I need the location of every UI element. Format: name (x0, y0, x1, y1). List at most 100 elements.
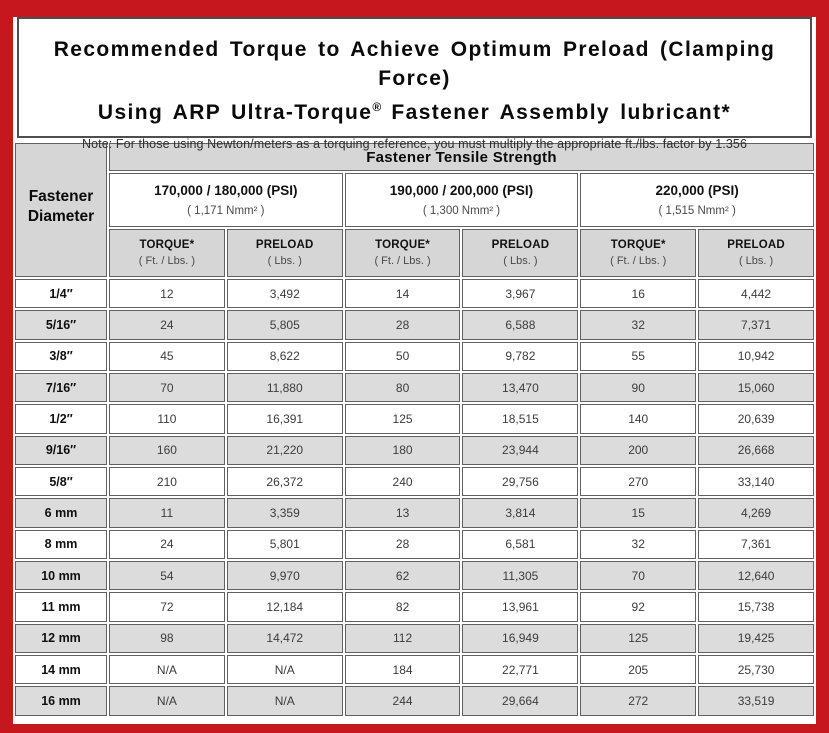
torque-value-cell: 200 (580, 435, 697, 466)
torque-value-cell: 70 (109, 373, 225, 403)
torque-value-cell: 272 (580, 686, 697, 716)
preload-unit: ( Lbs. ) (738, 255, 774, 267)
fastener-diameter-cell: 11 mm (15, 592, 107, 622)
preload-value-cell: 13,961 (462, 592, 579, 622)
torque-value-cell: 32 (580, 310, 697, 340)
torque-value-cell: 70 (580, 561, 697, 591)
preload-value-cell: 11,305 (462, 561, 579, 591)
torque-value-cell: 50 (344, 341, 461, 372)
preload-unit: ( Lbs. ) (503, 255, 538, 267)
fastener-diameter-cell: 5/16″ (15, 310, 107, 340)
preload-value-cell: 13,470 (462, 373, 579, 403)
fastener-diameter-header-line1: Fastener (28, 187, 94, 205)
title-line2-post: Fastener Assembly lubricant* (381, 101, 732, 124)
preload-value-cell: 9,782 (462, 341, 579, 372)
torque-value-cell: 90 (580, 373, 697, 403)
title-box: Recommended Torque to Achieve Optimum Pr… (17, 17, 812, 151)
tensile-strength-header: Fastener Tensile Strength (109, 143, 814, 171)
psi-group-header-row: 170,000 / 180,000 (PSI) ( 1,171 Nmm² ) 1… (15, 173, 814, 227)
table-row: 11 mm 72 12,184 82 13,961 92 15,738 (15, 592, 814, 622)
fastener-diameter-header: Fastener Diameter (15, 143, 107, 277)
torque-value-cell: 55 (580, 341, 697, 372)
fastener-diameter-cell: 10 mm (15, 561, 107, 591)
torque-value-cell: 160 (109, 435, 225, 466)
preload-value-cell: 29,756 (462, 467, 579, 497)
table-row: 10 mm 54 9,970 62 11,305 70 12,640 (15, 561, 814, 591)
torque-value-cell: 140 (580, 404, 697, 434)
fastener-diameter-cell: 1/2″ (15, 404, 107, 434)
preload-value-cell: 11,880 (226, 373, 343, 403)
preload-value-cell: 4,442 (698, 279, 814, 309)
table-row: 12 mm 98 14,472 112 16,949 125 19,425 (15, 623, 814, 654)
preload-column-header: PRELOAD ( Lbs. ) (462, 229, 579, 277)
torque-value-cell: 13 (344, 498, 461, 528)
torque-value-cell: 98 (109, 623, 225, 654)
preload-value-cell: 26,668 (698, 435, 814, 466)
torque-value-cell: 28 (344, 529, 461, 560)
preload-value-cell: 5,805 (226, 310, 343, 340)
torque-value-cell: 112 (344, 623, 461, 654)
preload-value-cell: 3,967 (462, 279, 579, 309)
torque-value-cell: 92 (580, 592, 697, 622)
preload-value-cell: 4,269 (698, 498, 814, 528)
torque-value-cell: 205 (580, 655, 697, 685)
strength-group-190-200: 190,000 / 200,000 (PSI) ( 1,300 Nmm² ) (344, 173, 579, 227)
table-body: 1/4″ 12 3,492 14 3,967 16 4,442 5/16″ 24 5,805 28 6… (15, 279, 814, 716)
preload-value-cell: 33,519 (698, 686, 814, 716)
preload-column-header: PRELOAD ( Lbs. ) (226, 229, 343, 277)
content-area: Recommended Torque to Achieve Optimum Pr… (13, 17, 816, 724)
table-row: 8 mm 24 5,801 28 6,581 32 7,361 (15, 529, 814, 560)
preload-value-cell: 21,220 (226, 435, 343, 466)
torque-value-cell: N/A (109, 655, 225, 685)
torque-value-cell: 28 (344, 310, 461, 340)
table-row: 6 mm 11 3,359 13 3,814 15 4,269 (15, 498, 814, 528)
torque-value-cell: 11 (109, 498, 225, 528)
table-row: 5/8″ 210 26,372 240 29,756 270 33,140 (15, 467, 814, 497)
torque-value-cell: 125 (344, 404, 461, 434)
table-row: 7/16″ 70 11,880 80 13,470 90 15,060 (15, 373, 814, 403)
torque-preload-header-row: TORQUE* ( Ft. / Lbs. ) PRELOAD ( Lbs. ) … (15, 229, 814, 277)
fastener-diameter-header-line2: Diameter (27, 207, 95, 225)
torque-value-cell: 15 (580, 498, 697, 528)
torque-value-cell: N/A (109, 686, 225, 716)
preload-value-cell: 7,371 (698, 310, 814, 340)
table-row: 9/16″ 160 21,220 180 23,944 200 26,668 (15, 435, 814, 466)
torque-column-header: TORQUE* ( Ft. / Lbs. ) (580, 229, 697, 277)
torque-value-cell: 45 (109, 341, 225, 372)
torque-value-cell: 82 (344, 592, 461, 622)
preload-value-cell: 12,640 (698, 561, 814, 591)
torque-label: TORQUE* (139, 239, 195, 251)
fastener-diameter-cell: 5/8″ (15, 467, 107, 497)
nmm-label: ( 1,515 Nmm² ) (658, 205, 736, 217)
fastener-diameter-cell: 6 mm (15, 498, 107, 528)
preload-value-cell: 12,184 (226, 592, 343, 622)
preload-label: PRELOAD (255, 239, 314, 251)
torque-unit: ( Ft. / Lbs. ) (138, 255, 196, 267)
preload-value-cell: 15,738 (698, 592, 814, 622)
page-title-line2: Using ARP Ultra-Torque® Fastener Assembl… (19, 93, 810, 127)
preload-label: PRELOAD (491, 239, 550, 251)
torque-value-cell: 270 (580, 467, 697, 497)
preload-value-cell: 5,801 (226, 529, 343, 560)
preload-value-cell: 8,622 (226, 341, 343, 372)
table-row: 14 mm N/A N/A 184 22,771 205 25,730 (15, 655, 814, 685)
strength-group-170-180: 170,000 / 180,000 (PSI) ( 1,171 Nmm² ) (109, 173, 343, 227)
torque-value-cell: 180 (344, 435, 461, 466)
page-title-line1: Recommended Torque to Achieve Optimum Pr… (53, 38, 776, 90)
table-row: 16 mm N/A N/A 244 29,664 272 33,519 (15, 686, 814, 716)
torque-value-cell: 24 (109, 310, 225, 340)
torque-value-cell: 110 (109, 404, 225, 434)
preload-value-cell: 10,942 (698, 341, 814, 372)
torque-value-cell: 12 (109, 279, 225, 309)
preload-value-cell: 26,372 (226, 467, 343, 497)
preload-value-cell: 6,581 (462, 529, 579, 560)
torque-value-cell: 24 (109, 529, 225, 560)
torque-value-cell: 16 (580, 279, 697, 309)
preload-value-cell: 19,425 (698, 623, 814, 654)
preload-value-cell: 15,060 (698, 373, 814, 403)
preload-value-cell: 3,492 (226, 279, 343, 309)
fastener-diameter-cell: 3/8″ (15, 341, 107, 372)
preload-value-cell: 18,515 (462, 404, 579, 434)
title-line2-pre: Using ARP Ultra-Torque (97, 101, 373, 124)
